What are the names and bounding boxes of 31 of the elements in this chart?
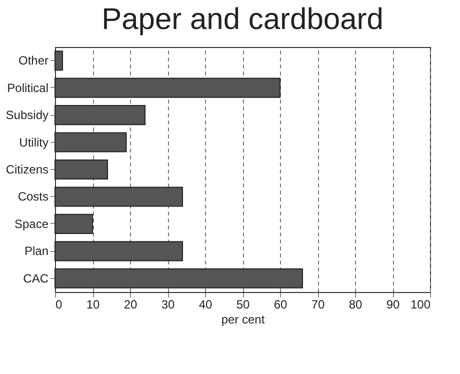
y-tick-label: Political	[7, 80, 48, 95]
x-tick-label: 30	[161, 298, 175, 312]
x-tick-label: 10	[86, 298, 100, 312]
x-axis-title: per cent	[221, 312, 266, 326]
bar	[54, 186, 183, 207]
bar	[54, 159, 108, 180]
y-tick-label: Costs	[18, 190, 48, 204]
x-tick-label: 70	[311, 298, 325, 312]
bar	[54, 214, 93, 234]
bar	[54, 78, 280, 98]
y-tick-label: Citizens	[6, 162, 48, 176]
x-tick-label: 20	[124, 298, 138, 312]
x-tick-label: 80	[348, 298, 362, 312]
y-tick-label: Plan	[24, 244, 48, 258]
bar	[54, 50, 63, 71]
x-tick-label: 0	[56, 298, 62, 312]
bar	[54, 268, 303, 288]
x-tick-label: 90	[386, 298, 400, 312]
x-tick-label: 40	[198, 298, 212, 312]
y-tick-label: Utility	[19, 135, 48, 150]
y-tick-label: Other	[18, 54, 48, 68]
bar	[54, 132, 127, 152]
x-tick-label: 60	[274, 298, 288, 312]
y-tick-label: Subsidy	[6, 108, 48, 122]
x-tick-label: 100	[410, 298, 431, 312]
bar	[54, 105, 146, 126]
bar	[54, 241, 183, 262]
y-tick-label: Space	[14, 216, 49, 231]
y-tick-label: CAC	[23, 271, 49, 286]
x-tick-label: 50	[236, 298, 250, 312]
chart-title: Paper and cardboard	[102, 3, 384, 36]
